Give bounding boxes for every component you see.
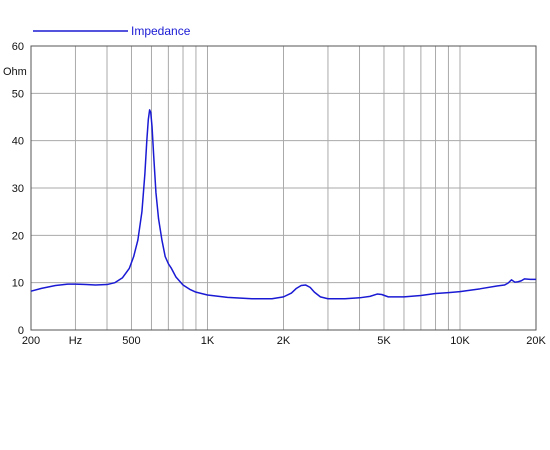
legend-label-impedance: Impedance — [131, 24, 191, 38]
x-tick-label: 5K — [377, 335, 391, 347]
legend: Impedance — [33, 24, 191, 38]
y-tick-label: 10 — [12, 278, 24, 290]
plot-frame — [30, 45, 537, 331]
y-axis-unit-label: Ohm — [3, 66, 27, 78]
x-tick-label: 1K — [201, 335, 215, 347]
series-line-impedance — [30, 109, 536, 300]
x-tick-label: 20K — [526, 335, 546, 347]
x-tick-label: 2K — [277, 335, 291, 347]
x-tick-label: 500 — [122, 335, 140, 347]
y-tick-label: 60 — [12, 41, 24, 53]
y-tick-label: 50 — [12, 88, 24, 100]
y-tick-labels: 0 10 20 30 40 50 60 — [12, 41, 24, 337]
x-tick-label: Hz — [69, 335, 82, 347]
y-tick-label: 30 — [12, 183, 24, 195]
x-tick-label: 200 — [22, 335, 40, 347]
x-tick-label: 10K — [450, 335, 470, 347]
y-tick-label: 0 — [18, 325, 24, 337]
y-tick-label: 40 — [12, 136, 24, 148]
y-tick-label: 20 — [12, 230, 24, 242]
grid — [30, 45, 537, 331]
x-tick-labels: 200 Hz 500 1K 2K 5K 10K 20K — [22, 335, 547, 347]
